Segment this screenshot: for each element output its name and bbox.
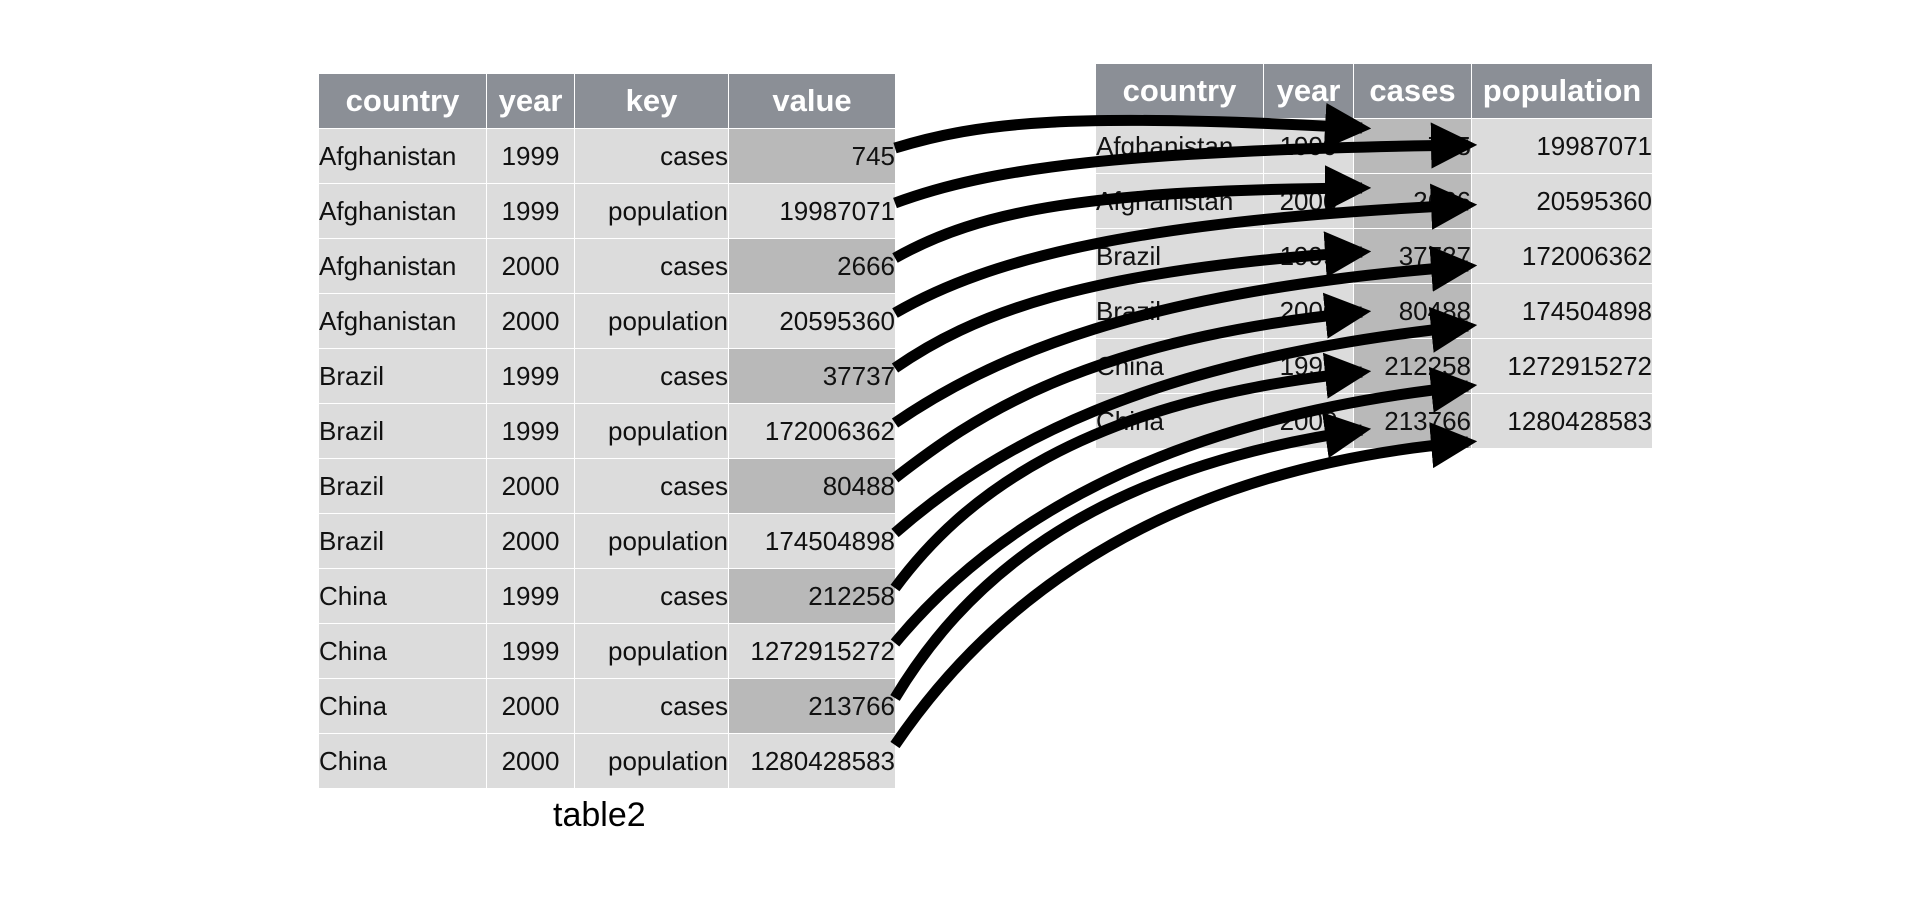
table-row: Brazil 1999 population 172006362 — [318, 403, 896, 459]
cell-year: 2000 — [486, 733, 575, 789]
cell-country: Afghanistan — [318, 183, 487, 239]
tidy-table: country year cases population Afghanista… — [1095, 63, 1653, 449]
arrow — [890, 366, 1478, 647]
table2: country year key value Afghanistan 1999 ca… — [318, 73, 896, 789]
cell-key: cases — [574, 128, 729, 184]
table-caption: table2 — [553, 796, 646, 834]
cell-key: population — [574, 623, 729, 679]
cell-population: 19987071 — [1471, 118, 1653, 174]
cell-country: Afghanistan — [318, 238, 487, 294]
cell-country: Brazil — [318, 403, 487, 459]
arrow — [891, 231, 1372, 373]
arrow — [893, 102, 1372, 154]
cell-year: 2000 — [486, 293, 575, 349]
header-row: country year key value — [318, 73, 896, 129]
cell-population: 20595360 — [1471, 173, 1653, 229]
cell-year: 2000 — [486, 513, 575, 569]
header-row: country year cases population — [1095, 63, 1653, 119]
table-row: China 2000 population 1280428583 — [318, 733, 896, 789]
cell-population: 174504898 — [1471, 283, 1653, 339]
col-header-value: value — [728, 73, 896, 129]
arrow — [891, 245, 1478, 428]
cell-year: 1999 — [486, 623, 575, 679]
arrow — [891, 306, 1478, 538]
table-row: Brazil 1999 cases 37737 — [318, 348, 896, 404]
cell-key: cases — [574, 348, 729, 404]
col-header-country: country — [318, 73, 487, 129]
cell-year: 1999 — [486, 568, 575, 624]
cell-value: 20595360 — [728, 293, 896, 349]
arrow — [892, 165, 1372, 263]
arrow — [890, 412, 1372, 701]
cell-value: 212258 — [728, 568, 896, 624]
cell-country: Brazil — [1095, 228, 1264, 284]
cell-country: Brazil — [318, 348, 487, 404]
table-row: Afghanistan 2000 2666 20595360 — [1095, 173, 1653, 229]
cell-value: 1280428583 — [728, 733, 896, 789]
cell-population: 1272915272 — [1471, 338, 1653, 394]
cell-year: 1999 — [486, 403, 575, 459]
cell-country: Brazil — [318, 513, 487, 569]
col-header-population: population — [1471, 63, 1653, 119]
arrow — [893, 122, 1478, 209]
cell-year: 1999 — [486, 183, 575, 239]
cell-country: China — [318, 733, 487, 789]
arrow — [890, 352, 1372, 592]
arrow — [891, 292, 1372, 483]
cell-key: population — [574, 513, 729, 569]
arrow — [890, 422, 1478, 749]
table-row: Brazil 2000 cases 80488 — [318, 458, 896, 514]
cell-key: cases — [574, 568, 729, 624]
table-row: China 1999 cases 212258 — [318, 568, 896, 624]
table-row: China 2000 cases 213766 — [318, 678, 896, 734]
col-header-cases: cases — [1353, 63, 1472, 119]
table-row: Afghanistan 2000 population 20595360 — [318, 293, 896, 349]
cell-key: population — [574, 403, 729, 459]
cell-country: China — [318, 678, 487, 734]
cell-key: cases — [574, 458, 729, 514]
cell-population: 1280428583 — [1471, 393, 1653, 449]
cell-value: 213766 — [728, 678, 896, 734]
cell-country: Afghanistan — [318, 128, 487, 184]
cell-key: population — [574, 183, 729, 239]
cell-year: 2000 — [486, 458, 575, 514]
cell-value: 80488 — [728, 458, 896, 514]
cell-value: 2666 — [728, 238, 896, 294]
cell-value: 172006362 — [728, 403, 896, 459]
cell-value: 1272915272 — [728, 623, 896, 679]
cell-value: 745 — [728, 128, 896, 184]
cell-population: 172006362 — [1471, 228, 1653, 284]
cell-key: population — [574, 293, 729, 349]
cell-key: population — [574, 733, 729, 789]
table-row: Afghanistan 1999 cases 745 — [318, 128, 896, 184]
cell-year: 2000 — [486, 678, 575, 734]
cell-year: 1999 — [486, 128, 575, 184]
cell-country: China — [318, 568, 487, 624]
table-row: Afghanistan 1999 population 19987071 — [318, 183, 896, 239]
col-header-year: year — [1263, 63, 1354, 119]
cell-value: 37737 — [728, 348, 896, 404]
arrow — [892, 183, 1478, 318]
cell-country: Brazil — [318, 458, 487, 514]
table-row: China 1999 population 1272915272 — [318, 623, 896, 679]
cell-value: 19987071 — [728, 183, 896, 239]
